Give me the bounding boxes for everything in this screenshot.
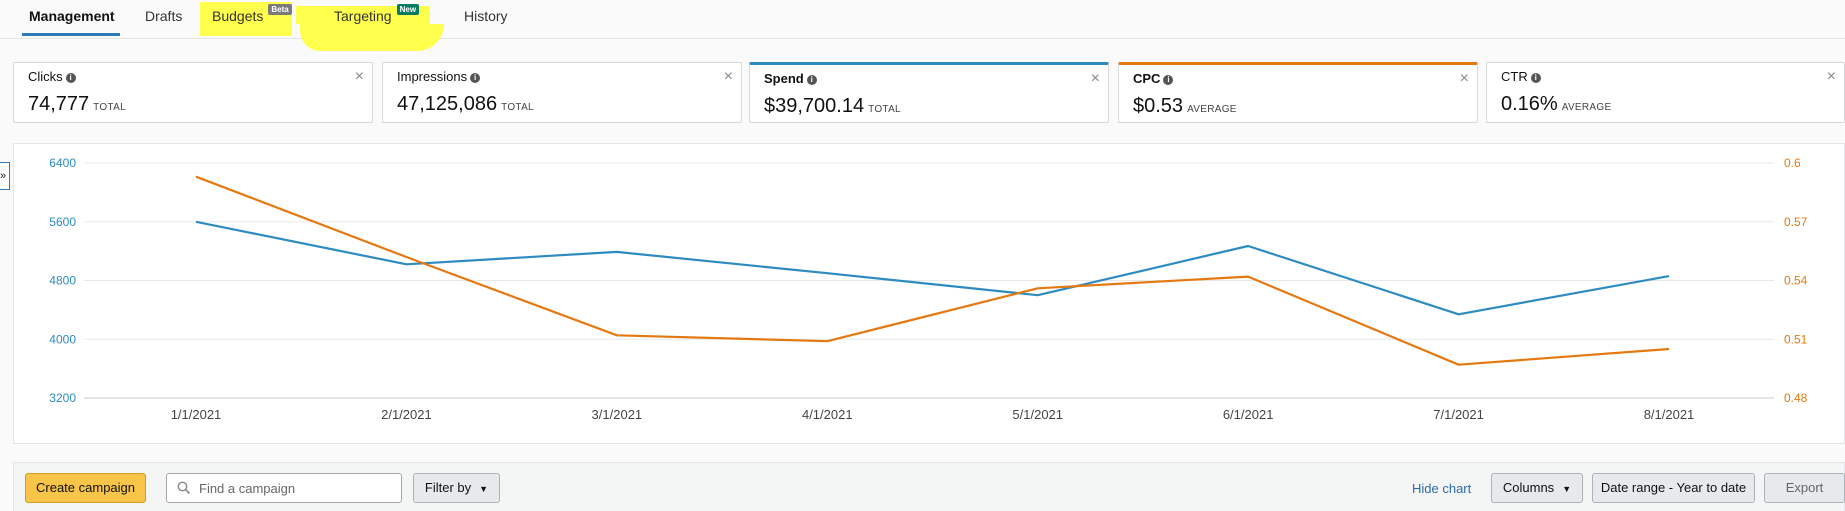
tab-label: Targeting: [334, 8, 392, 24]
info-icon[interactable]: i: [1163, 74, 1174, 85]
metric-value-row: 0.16% AVERAGE: [1501, 93, 1611, 116]
y-left-tick-label: 4000: [49, 332, 76, 346]
create-campaign-button[interactable]: Create campaign: [25, 473, 146, 503]
tab-history[interactable]: History: [464, 8, 508, 24]
info-icon[interactable]: i: [1530, 72, 1541, 83]
close-icon[interactable]: ×: [723, 68, 733, 85]
beta-badge: Beta: [268, 4, 292, 15]
metric-value-row: $0.53 AVERAGE: [1133, 95, 1237, 118]
series-line-cpc: [195, 175, 1670, 366]
filter-by-button[interactable]: Filter by ▼: [413, 473, 500, 503]
close-icon[interactable]: ×: [1090, 70, 1100, 87]
metric-value: 74,777: [28, 93, 90, 115]
x-tick-label: 1/1/2021: [171, 407, 222, 422]
tab-label: Drafts: [145, 8, 183, 24]
metric-value-row: 47,125,086 TOTAL: [397, 93, 534, 116]
highlight-targeting-lower: [300, 24, 444, 51]
expand-panel-icon[interactable]: »: [0, 162, 10, 190]
tab-targeting[interactable]: Targeting New: [334, 4, 420, 24]
x-tick-label: 4/1/2021: [802, 407, 853, 422]
metric-value: $0.53: [1133, 95, 1184, 117]
hide-chart-link[interactable]: Hide chart: [1412, 481, 1472, 496]
tab-label: Budgets: [212, 8, 264, 24]
search-icon: [177, 481, 191, 495]
tab-bar: Management Drafts Budgets Beta Targeting N…: [0, 0, 1845, 51]
export-button[interactable]: Export: [1764, 473, 1845, 503]
metric-card-spend[interactable]: Spend i $39,700.14 TOTAL ×: [749, 62, 1109, 123]
close-icon[interactable]: ×: [1459, 70, 1469, 87]
x-tick-label: 7/1/2021: [1433, 407, 1484, 422]
y-left-tick-label: 4800: [49, 274, 76, 288]
new-badge: New: [396, 4, 420, 15]
search-box: [166, 473, 402, 503]
tab-management[interactable]: Management: [29, 8, 115, 24]
metric-card-impressions[interactable]: Impressions i 47,125,086 TOTAL ×: [382, 62, 742, 123]
metric-unit: AVERAGE: [1561, 102, 1612, 113]
y-right-tick-label: 0.6: [1784, 156, 1801, 170]
y-left-tick-label: 5600: [49, 215, 76, 229]
metric-unit: TOTAL: [501, 102, 534, 113]
chevron-down-icon: ▼: [1562, 484, 1572, 494]
metric-label-row: CTR i: [1501, 69, 1541, 84]
metric-label: CPC: [1133, 71, 1161, 86]
metric-label: Spend: [764, 71, 804, 86]
metric-label: CTR: [1501, 69, 1528, 84]
tab-label: History: [464, 8, 508, 24]
info-icon[interactable]: i: [806, 74, 817, 85]
metric-unit: TOTAL: [868, 104, 901, 115]
metric-label: Impressions: [397, 69, 468, 84]
close-icon[interactable]: ×: [1826, 68, 1836, 85]
y-right-tick-label: 0.54: [1784, 274, 1808, 288]
columns-button[interactable]: Columns ▼: [1491, 473, 1583, 503]
date-range-button[interactable]: Date range - Year to date: [1592, 473, 1755, 503]
search-input[interactable]: [197, 480, 396, 497]
metric-unit: TOTAL: [93, 102, 126, 113]
metric-label-row: CPC i: [1133, 71, 1174, 86]
metric-value: $39,700.14: [764, 95, 865, 117]
x-tick-label: 2/1/2021: [381, 407, 432, 422]
y-right-tick-label: 0.48: [1784, 391, 1808, 405]
filter-by-label: Filter by: [424, 480, 472, 495]
x-tick-label: 8/1/2021: [1644, 407, 1695, 422]
metric-card-cpc[interactable]: CPC i $0.53 AVERAGE ×: [1118, 62, 1478, 123]
metric-unit: AVERAGE: [1187, 104, 1237, 115]
line-chart: 6400 5600 4800 4000 3200 0.6 0.57 0.54 0.51 0.48 1…: [49, 156, 1808, 422]
metric-card-clicks[interactable]: Clicks i 74,777 TOTAL ×: [13, 62, 373, 123]
y-right-tick-label: 0.51: [1784, 332, 1808, 346]
metric-card-ctr[interactable]: CTR i 0.16% AVERAGE ×: [1486, 62, 1845, 123]
x-tick-label: 3/1/2021: [592, 407, 643, 422]
chart-panel: 6400 5600 4800 4000 3200 0.6 0.57 0.54 0.51 0.48 1…: [13, 143, 1845, 444]
series-line-spend: [195, 220, 1670, 316]
y-right-tick-label: 0.57: [1784, 215, 1808, 229]
metric-value: 0.16%: [1501, 93, 1558, 115]
metric-value-row: 74,777 TOTAL: [28, 93, 126, 116]
info-icon[interactable]: i: [470, 72, 481, 83]
metric-value-row: $39,700.14 TOTAL: [764, 95, 901, 118]
metric-label: Clicks: [28, 69, 63, 84]
y-left-tick-label: 6400: [49, 156, 76, 170]
highlight-targeting: [296, 6, 430, 24]
tab-drafts[interactable]: Drafts: [145, 8, 182, 24]
metric-label-row: Spend i: [764, 71, 817, 86]
x-tick-label: 5/1/2021: [1012, 407, 1063, 422]
metric-label-row: Clicks i: [28, 69, 76, 84]
metric-label-row: Impressions i: [397, 69, 481, 84]
tab-label: Management: [29, 8, 115, 24]
close-icon[interactable]: ×: [354, 68, 364, 85]
info-icon[interactable]: i: [65, 72, 76, 83]
x-tick-label: 6/1/2021: [1223, 407, 1274, 422]
chevron-down-icon: ▼: [479, 484, 489, 494]
metric-value: 47,125,086: [397, 93, 498, 115]
columns-label: Columns: [1502, 480, 1555, 495]
active-tab-indicator: [22, 33, 120, 36]
y-left-tick-label: 3200: [49, 391, 76, 405]
tab-budgets[interactable]: Budgets Beta: [212, 4, 292, 24]
